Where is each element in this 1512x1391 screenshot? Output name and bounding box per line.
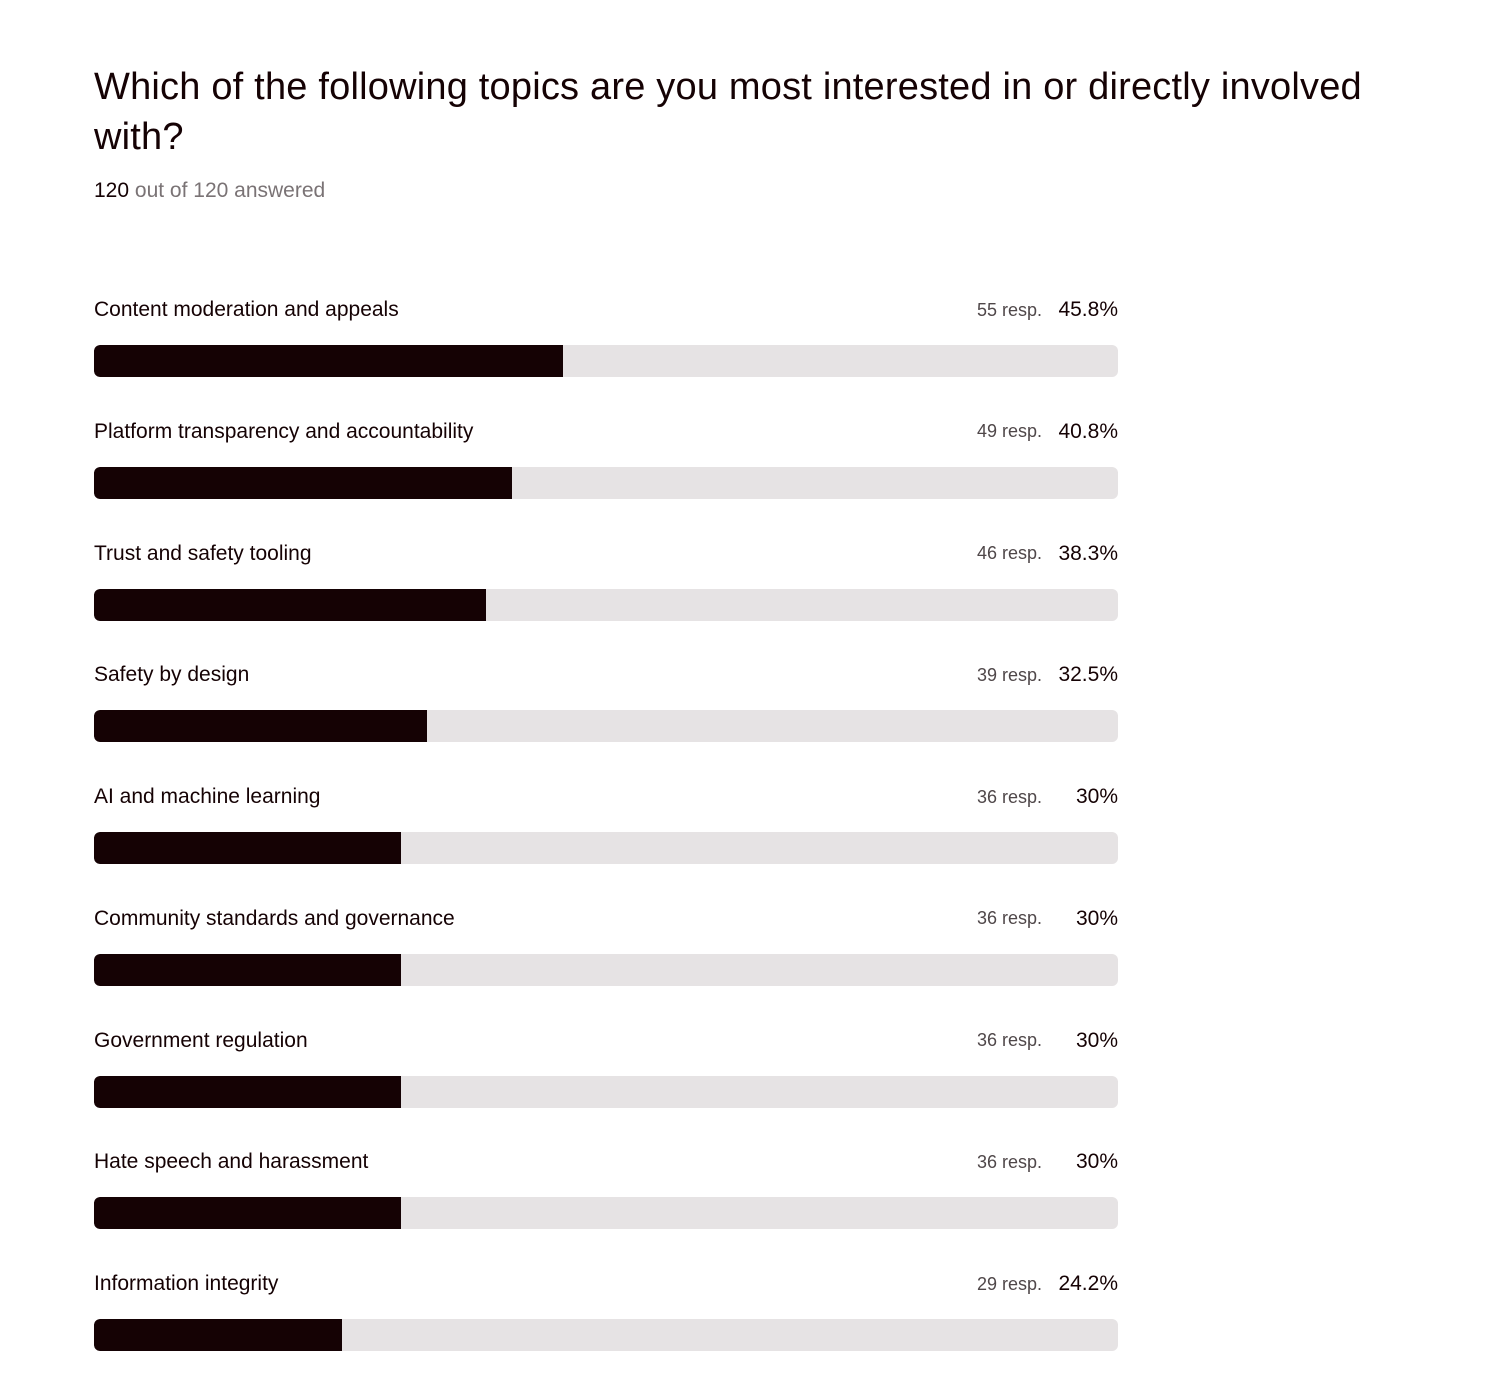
result-row: Trust and safety tooling 46 resp. 38.3% [94,539,1118,661]
result-stats: 36 resp. 30% [977,1147,1118,1177]
result-bar-track [94,710,1118,743]
result-bar-fill [94,710,427,743]
survey-results-page: Which of the following topics are you mo… [94,0,1494,1351]
result-stats: 36 resp. 30% [977,782,1118,812]
result-label: AI and machine learning [94,785,321,808]
result-response-count: 36 resp. [976,908,1042,929]
result-bar-track [94,1075,1118,1108]
result-stats: 36 resp. 30% [977,904,1118,934]
result-percent: 38.3% [1058,541,1118,565]
result-response-count: 39 resp. [976,664,1042,685]
result-label: Platform transparency and accountability [94,419,474,443]
result-label: Government regulation [94,1028,308,1052]
result-bar-track [94,953,1118,986]
result-bar-fill [94,466,512,499]
result-row: Information integrity 29 resp. 24.2% [94,1269,1118,1391]
result-label: Safety by design [94,663,250,687]
result-bar-track [94,345,1118,377]
result-bar-track [94,588,1118,621]
result-stats: 46 resp. 38.3% [977,539,1118,569]
result-row: Community standards and governance 36 res… [94,904,1118,1026]
result-stats: 29 resp. 24.2% [977,1269,1118,1299]
question-title: Which of the following topics are you mo… [94,66,1362,158]
result-percent: 40.8% [1058,419,1118,443]
result-row: Government regulation 36 resp. 30% [94,1026,1118,1148]
result-percent: 24.2% [1058,1272,1118,1295]
answered-summary: 120 out of 120 answered [94,177,325,205]
answered-total: out of 120 answered [134,179,326,202]
result-bar-track [94,1197,1118,1230]
result-bar-track [94,1319,1118,1351]
answered-count: 120 [94,179,130,202]
result-label: Information integrity [94,1272,279,1295]
result-label: Hate speech and harassment [94,1150,369,1174]
result-bar-track [94,466,1118,499]
result-stats: 39 resp. 32.5% [977,660,1118,690]
result-row: Safety by design 39 resp. 32.5% [94,660,1118,782]
result-row: Content moderation and appeals 55 resp. 45… [94,295,1118,417]
result-response-count: 29 resp. [976,1273,1042,1294]
result-percent: 45.8% [1058,298,1118,321]
result-label: Content moderation and appeals [94,298,399,321]
result-bar-fill [94,832,402,864]
result-response-count: 55 resp. [976,299,1042,320]
result-response-count: 36 resp. [976,1151,1042,1172]
result-bar-fill [94,1075,402,1108]
result-percent: 30% [1075,1028,1118,1052]
result-response-count: 36 resp. [976,1030,1042,1050]
result-bar-fill [94,588,487,621]
result-response-count: 49 resp. [976,421,1042,442]
result-bar-fill [94,953,402,986]
result-bar-track [94,832,1118,864]
result-label: Trust and safety tooling [94,541,312,565]
result-label: Community standards and governance [94,906,455,930]
result-row: Hate speech and harassment 36 resp. 30% [94,1147,1118,1269]
result-stats: 36 resp. 30% [977,1026,1118,1056]
result-stats: 55 resp. 45.8% [977,295,1118,325]
result-stats: 49 resp. 40.8% [977,417,1118,447]
result-percent: 30% [1075,1150,1118,1174]
result-bar-fill [94,1197,402,1230]
result-bar-fill [94,1319,342,1351]
result-bar-fill [94,345,563,377]
result-percent: 32.5% [1058,663,1118,687]
result-row: AI and machine learning 36 resp. 30% [94,782,1118,904]
result-row: Platform transparency and accountability… [94,417,1118,539]
result-percent: 30% [1075,785,1118,808]
result-response-count: 46 resp. [976,543,1042,563]
result-response-count: 36 resp. [976,786,1042,807]
result-percent: 30% [1075,906,1118,930]
results-list: Content moderation and appeals 55 resp. 45… [94,295,1118,1391]
